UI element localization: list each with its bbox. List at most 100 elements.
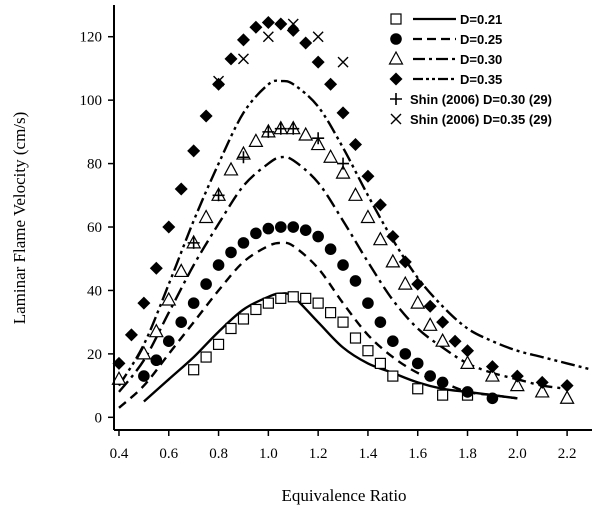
series-3-point [236, 33, 250, 47]
legend-label: D=0.35 [460, 72, 502, 87]
x-tick-label: 0.4 [110, 446, 129, 462]
series-3-point [324, 77, 338, 91]
y-axis-label: Laminar Flame Velocity (cm/s) [10, 112, 29, 325]
legend-label: Shin (2006) D=0.35 (29) [410, 112, 552, 127]
series-2-point [173, 263, 189, 278]
series-2-point [422, 317, 438, 331]
series-0-point [387, 370, 399, 382]
y-tick-label: 0 [95, 410, 103, 426]
series-1-point [237, 237, 250, 249]
series-5-point [262, 31, 274, 43]
series-0-point [225, 322, 237, 335]
series-2-point [410, 294, 426, 309]
series-0-curve [143, 292, 518, 403]
series-3-point [212, 77, 226, 91]
series-3-point [448, 334, 462, 348]
series-4-point [337, 157, 350, 170]
series-3-point [286, 23, 300, 37]
legend-marker [390, 93, 402, 105]
x-axis-label: Equivalence Ratio [281, 486, 406, 505]
series-1-point [362, 297, 374, 309]
series-3-point [423, 299, 437, 313]
series-5-point [237, 53, 249, 65]
series-1-point [486, 392, 499, 405]
series-3-point [199, 109, 213, 123]
series-0-point [250, 303, 262, 316]
series-3-curve [117, 79, 592, 387]
legend-marker [390, 33, 402, 45]
series-1-point [212, 259, 225, 271]
series-3-point [124, 328, 138, 342]
series-2-point [460, 355, 476, 369]
y-tick-label: 80 [87, 157, 102, 173]
series-3-point [137, 296, 151, 310]
legend-label: D=0.30 [460, 52, 502, 67]
series-1-point [411, 357, 424, 370]
legend-label: Shin (2006) D=0.30 (29) [410, 92, 552, 107]
series-1-point [250, 227, 262, 240]
series-1-point [387, 335, 399, 347]
series-2-point [372, 231, 388, 246]
series-3-point [348, 138, 362, 152]
series-3-point [485, 360, 499, 374]
series-3-point [411, 277, 425, 291]
series-0-point [275, 292, 287, 304]
y-tick-label: 20 [87, 347, 102, 363]
series-2-point [347, 187, 363, 201]
series-1-point [162, 335, 175, 347]
series-3-point [249, 20, 263, 34]
series-2-point [559, 390, 575, 404]
legend-label: D=0.25 [460, 32, 502, 47]
legend-marker [389, 72, 403, 86]
series-1-point [424, 370, 436, 382]
series-3-point [162, 220, 176, 234]
series-3-point [386, 230, 400, 244]
series-1-point [262, 222, 275, 235]
series-2-point [509, 377, 525, 392]
series-2-point [360, 209, 376, 224]
x-tick-label: 2.2 [558, 446, 577, 462]
legend-marker [390, 13, 402, 25]
series-markers [111, 15, 575, 405]
series-2-point [323, 148, 339, 163]
series-3-point [436, 315, 450, 329]
series-0-point [212, 338, 225, 350]
series-1-point [175, 316, 188, 328]
legend: D=0.21 D=0.25 D=0.30 D=0.35 Shin (2006) D=0.… [388, 12, 552, 127]
series-4-point [212, 189, 225, 202]
series-4-point [274, 122, 287, 135]
x-tick-label: 1.4 [359, 446, 378, 462]
series-0-point [237, 313, 250, 325]
series-3-point [361, 169, 375, 183]
series-0-point [287, 291, 299, 303]
series-5-point [337, 56, 349, 68]
series-1-point [324, 243, 337, 256]
legend-marker [390, 113, 402, 125]
series-1-point [275, 221, 287, 233]
series-0-point [262, 297, 274, 309]
series-4-point [312, 132, 325, 145]
series-1-point [299, 224, 312, 236]
series-1-point [200, 278, 212, 290]
series-2-point [248, 133, 264, 147]
x-tick-label: 1.8 [458, 446, 477, 462]
series-0-point [412, 383, 424, 395]
series-2-point [385, 253, 401, 268]
series-3-point [535, 375, 549, 389]
series-3-point [149, 261, 163, 275]
series-3-point [398, 255, 412, 269]
series-0-point [437, 389, 449, 401]
series-2-point [161, 291, 177, 306]
series-1-point [187, 297, 200, 309]
series-3-point [187, 144, 201, 158]
legend-marker [388, 50, 404, 65]
series-1-point [312, 230, 324, 243]
series-3-point [510, 369, 524, 383]
series-3-point [373, 198, 387, 212]
series-0-point [337, 316, 349, 328]
series-1-point [461, 386, 474, 398]
y-tick-label: 60 [87, 220, 102, 236]
series-3-point [336, 106, 350, 120]
series-3-point [112, 356, 126, 370]
